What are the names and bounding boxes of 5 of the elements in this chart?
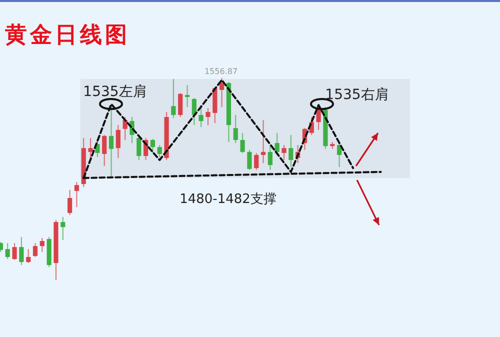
- text: 1556.87: [204, 67, 238, 76]
- chart-title: 黄金日线图: [4, 22, 130, 48]
- annotation: 1535左肩: [83, 84, 147, 100]
- annotation: 1535右肩: [325, 87, 389, 103]
- annotation: 1480-1482支撑: [180, 192, 276, 207]
